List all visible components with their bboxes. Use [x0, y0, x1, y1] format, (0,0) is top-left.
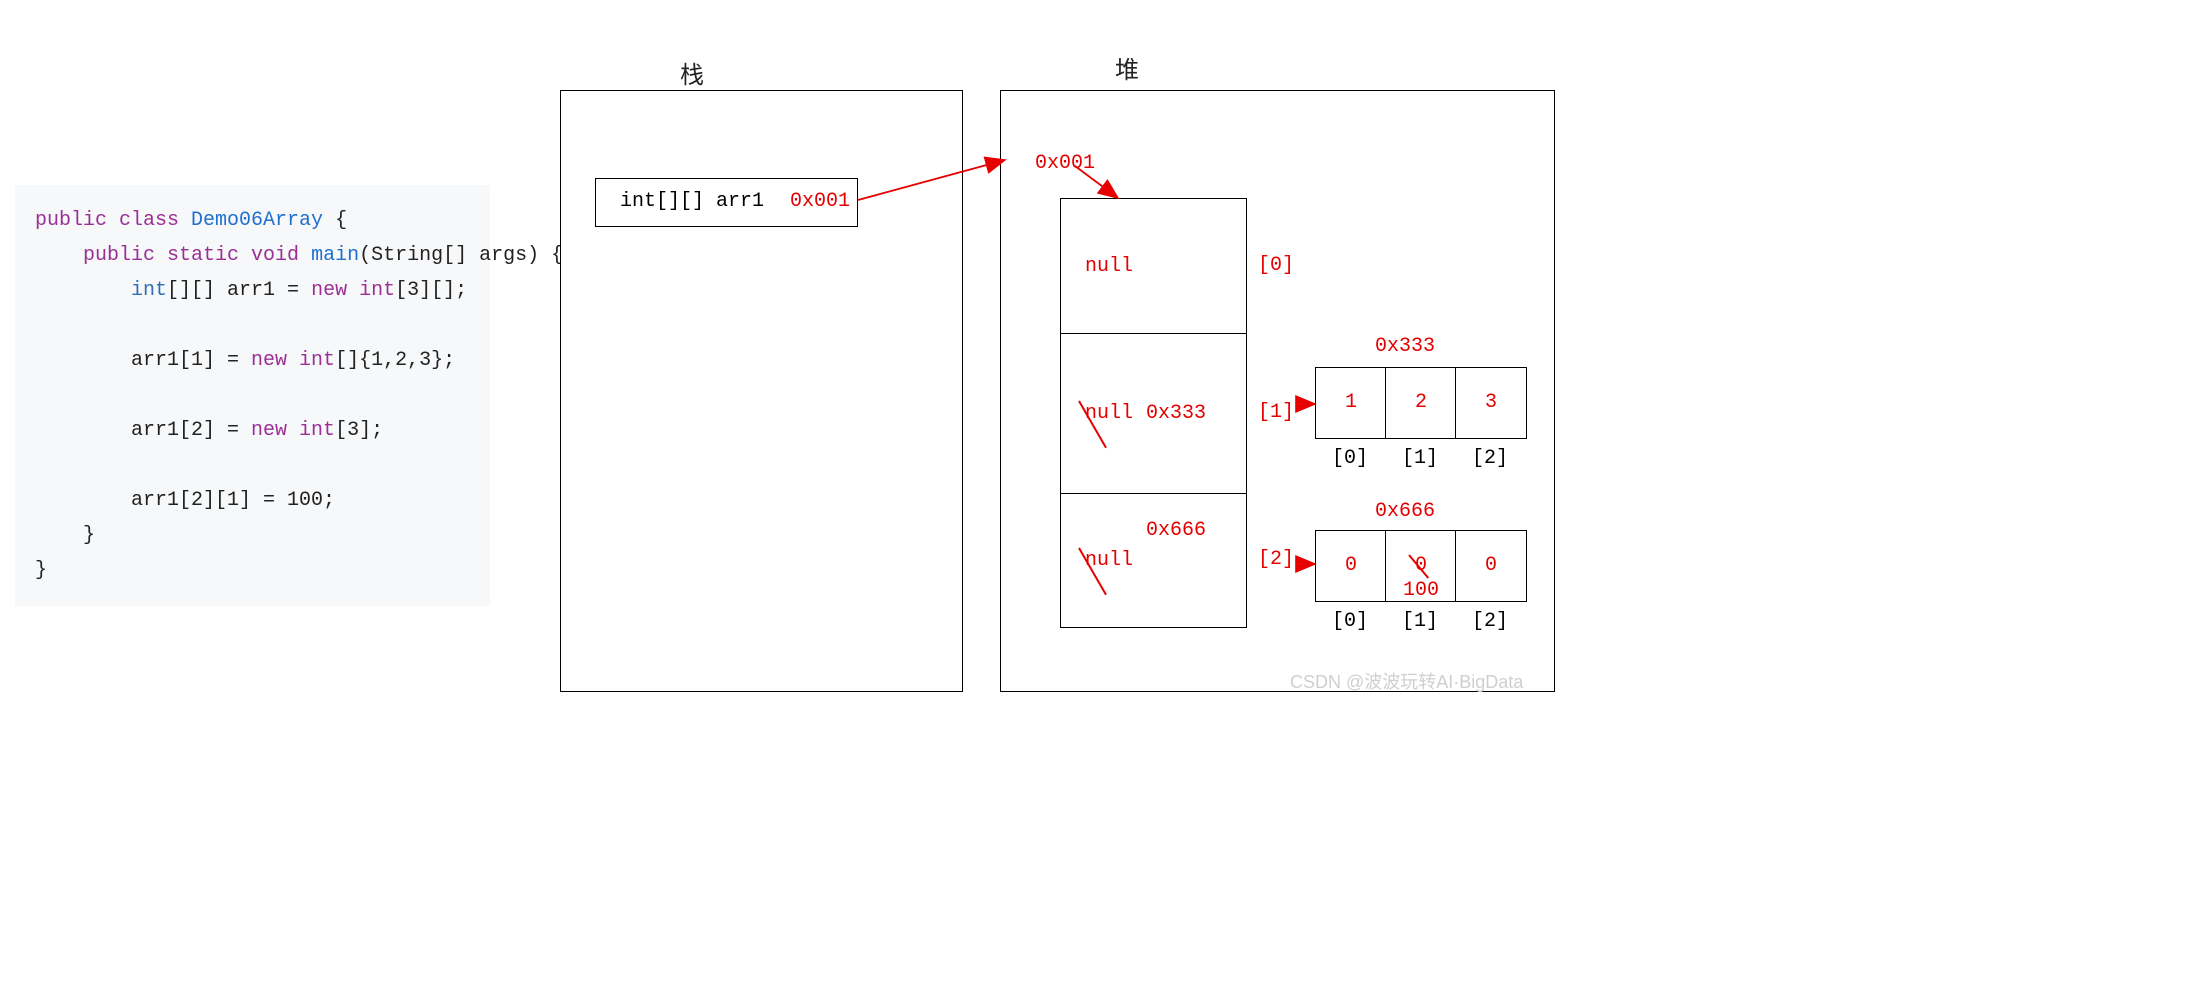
sub-array-cell: 0100: [1385, 530, 1457, 602]
sub-array-cell: 3: [1455, 367, 1527, 439]
stack-label: 栈: [680, 55, 704, 91]
cell-value: 0: [1316, 554, 1386, 577]
outer-array-cell: null0x333: [1060, 333, 1247, 495]
sub-array-index: [2]: [1455, 610, 1525, 633]
cell-value: 3: [1456, 391, 1526, 414]
sub-array-index: [1]: [1385, 447, 1455, 470]
stack-var-decl: int[][] arr1: [620, 190, 764, 213]
stack-var-addr: 0x001: [790, 190, 850, 213]
outer-array-cell: null0x666: [1060, 493, 1247, 628]
outer-array-index: [2]: [1258, 548, 1294, 571]
outer-array-index: [0]: [1258, 254, 1294, 277]
sub-array-cell: 0: [1315, 530, 1387, 602]
cell-value: 1: [1316, 391, 1386, 414]
code-block: public class Demo06Array { public static…: [15, 185, 490, 606]
sub-array-index: [1]: [1385, 610, 1455, 633]
cell-value: 2: [1386, 391, 1456, 414]
sub-array-cell: 2: [1385, 367, 1457, 439]
watermark: CSDN @波波玩转AI·BigData: [1290, 668, 1523, 694]
sub-array-index: [0]: [1315, 610, 1385, 633]
sub-array-index: [2]: [1455, 447, 1525, 470]
sub-array-cell: 0: [1455, 530, 1527, 602]
cell-value: 0: [1386, 554, 1456, 577]
sub-array-cell: 1: [1315, 367, 1387, 439]
cell-value: 0: [1456, 554, 1526, 577]
cell-addr: 0x333: [1146, 402, 1206, 425]
sub-array-addr: 0x666: [1375, 500, 1435, 523]
outer-array-addr: 0x001: [1035, 152, 1095, 175]
outer-array-index: [1]: [1258, 401, 1294, 424]
heap-label: 堆: [1115, 50, 1139, 86]
sub-array-index: [0]: [1315, 447, 1385, 470]
outer-array-cell: null: [1060, 198, 1247, 335]
sub-array-addr: 0x333: [1375, 335, 1435, 358]
cell-value: null: [1085, 255, 1133, 278]
cell-addr: 0x666: [1146, 519, 1206, 542]
cell-extra: 100: [1386, 579, 1456, 602]
